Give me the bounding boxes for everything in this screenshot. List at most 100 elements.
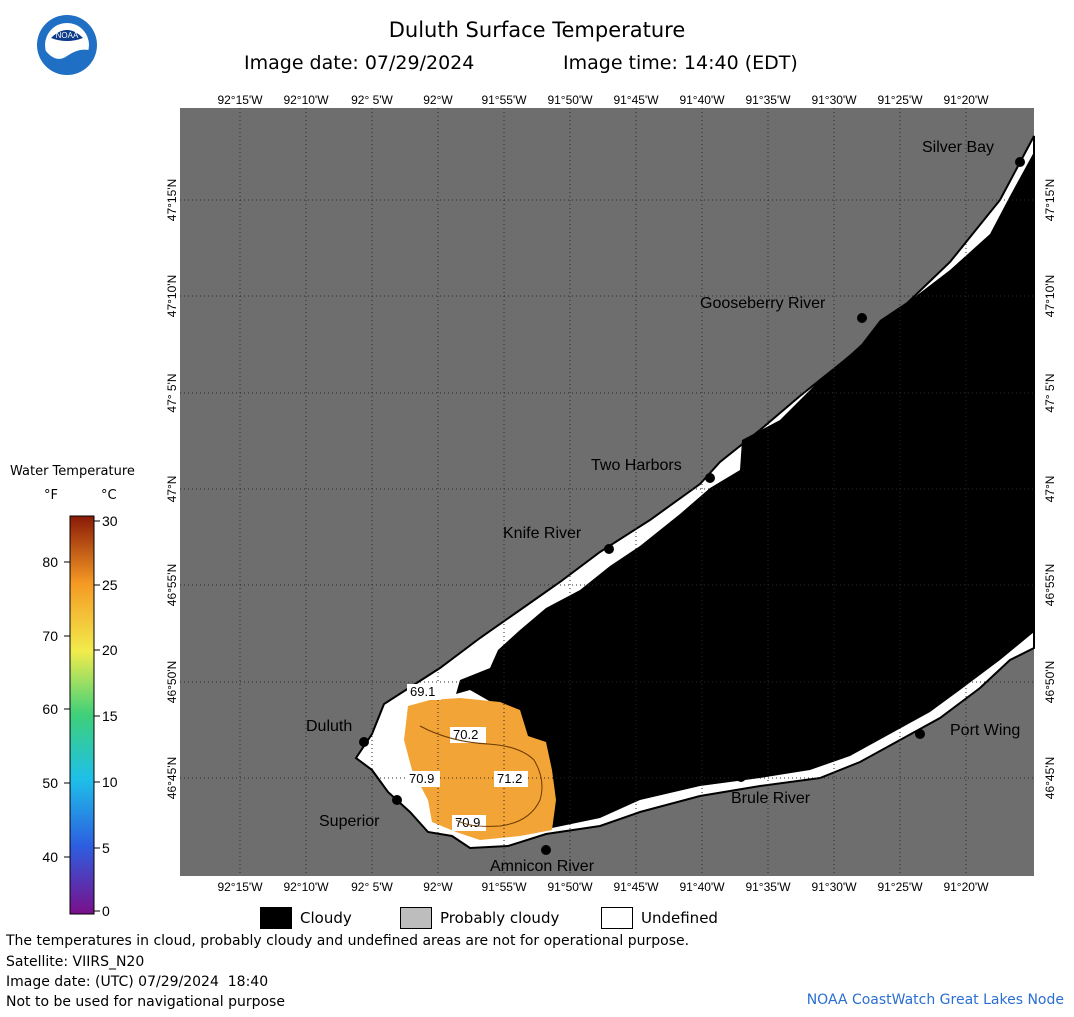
legend-title: Water Temperature: [10, 464, 135, 479]
gooseberry-river-marker: [857, 313, 867, 323]
legend-cloudy-label: Cloudy: [300, 909, 352, 927]
cloudy-area: [456, 152, 1034, 828]
lon-label-bottom: 91°30'W: [811, 880, 857, 894]
lon-label-top: 92° 5'W: [351, 93, 393, 107]
legend-f-label: 60: [42, 701, 58, 717]
legend-probably-cloudy-label: Probably cloudy: [440, 909, 560, 927]
place-duluth: Duluth: [306, 718, 352, 735]
lat-label-right: 47°15'N: [1043, 179, 1057, 221]
legend-probably-cloudy: Probably cloudy: [400, 907, 559, 929]
lat-label-right: 47°N: [1043, 476, 1057, 503]
legend-cloudy: Cloudy: [260, 907, 352, 929]
cloudy-swatch: [260, 907, 292, 929]
lon-label-top: 91°20'W: [943, 93, 989, 107]
temp-label-70-2: 70.2: [453, 727, 478, 742]
lon-label-top: 91°35'W: [745, 93, 791, 107]
lon-label-bottom: 92°W: [423, 880, 453, 894]
duluth-marker: [359, 737, 369, 747]
superior-marker: [392, 795, 402, 805]
lat-label-left: 46°50'N: [165, 661, 179, 703]
logo-text: NOAA: [56, 31, 79, 40]
lat-label-left: 47°15'N: [165, 179, 179, 221]
two-harbors-marker: [705, 473, 715, 483]
footer-satellite: Satellite: VIIRS_N20: [6, 954, 145, 970]
lon-label-bottom: 91°55'W: [481, 880, 527, 894]
legend-unit-f: °F: [44, 488, 58, 503]
isotherm-line: [419, 725, 543, 827]
lon-label-top: 91°50'W: [547, 93, 593, 107]
map-grid: [180, 108, 1034, 876]
lon-label-top: 91°40'W: [679, 93, 725, 107]
lat-label-left: 46°45'N: [165, 757, 179, 799]
temperature-color-bar: [69, 515, 95, 915]
latitude-labels-left: 47°15'N 47°10'N 47° 5'N 47°N 46°55'N 46°50'N 4…: [165, 179, 179, 799]
footer-note: The temperatures in cloud, probably clou…: [6, 933, 690, 949]
noaa-logo-icon: NOAA: [37, 15, 97, 75]
footer-utc-date: Image date: (UTC) 07/29/2024 18:40: [6, 974, 269, 990]
lat-label-left: 46°55'N: [165, 564, 179, 606]
lat-label-right: 47°10'N: [1043, 275, 1057, 317]
temp-label-70-9-west: 70.9: [409, 771, 434, 786]
footer-nav-warning: Not to be used for navigational purpose: [6, 994, 285, 1010]
lon-label-top: 91°30'W: [811, 93, 857, 107]
legend-c-label: 30: [102, 513, 118, 529]
place-gooseberry-river: Gooseberry River: [700, 295, 826, 312]
map-title: Duluth Surface Temperature: [388, 18, 686, 42]
lon-label-bottom: 92°15'W: [217, 880, 263, 894]
legend-c-label: 0: [102, 903, 110, 919]
warm-water-area: [404, 698, 556, 840]
lon-label-bottom: 92° 5'W: [351, 880, 393, 894]
latitude-labels-right: 47°15'N 47°10'N 47° 5'N 47°N 46°55'N 46°50'N 4…: [1043, 179, 1057, 799]
lon-label-top: 91°45'W: [613, 93, 659, 107]
legend-c-label: 20: [102, 642, 118, 658]
undefined-swatch: [601, 907, 633, 929]
legend-undefined-label: Undefined: [641, 909, 718, 927]
legend-unit-c: °C: [101, 488, 117, 503]
place-knife-river: Knife River: [503, 525, 582, 542]
place-two-harbors: Two Harbors: [591, 457, 682, 474]
lon-label-top: 92°15'W: [217, 93, 263, 107]
lat-label-left: 47°10'N: [165, 275, 179, 317]
place-silver-bay: Silver Bay: [922, 139, 994, 156]
temp-label-71-2: 71.2: [497, 771, 522, 786]
legend-f-label: 40: [42, 849, 58, 865]
lon-label-bottom: 91°25'W: [877, 880, 923, 894]
legend-c-label: 10: [102, 774, 118, 790]
place-port-wing: Port Wing: [950, 722, 1020, 739]
lon-label-bottom: 91°35'W: [745, 880, 791, 894]
longitude-labels-top: 92°15'W 92°10'W 92° 5'W 92°W 91°55'W 91°50'W 9…: [217, 93, 989, 107]
lon-label-bottom: 92°10'W: [283, 880, 329, 894]
lon-label-bottom: 91°45'W: [613, 880, 659, 894]
credit-link[interactable]: NOAA CoastWatch Great Lakes Node: [806, 992, 1064, 1008]
lon-label-bottom: 91°40'W: [679, 880, 725, 894]
lat-label-left: 47°N: [165, 476, 179, 503]
lon-label-top: 92°W: [423, 93, 453, 107]
image-time: Image time: 14:40 (EDT): [563, 52, 798, 74]
place-superior: Superior: [319, 813, 380, 830]
legend-c-label: 25: [102, 577, 118, 593]
port-wing-marker: [915, 729, 925, 739]
brule-river-marker: [736, 772, 746, 782]
lon-label-bottom: 91°50'W: [547, 880, 593, 894]
probably-cloudy-swatch: [400, 907, 432, 929]
lon-label-bottom: 91°20'W: [943, 880, 989, 894]
lat-label-left: 47° 5'N: [165, 373, 179, 412]
legend-undefined: Undefined: [601, 907, 718, 929]
knife-river-marker: [604, 544, 614, 554]
place-brule-river: Brule River: [731, 790, 811, 807]
lon-label-top: 91°25'W: [877, 93, 923, 107]
temp-label-69-1: 69.1: [410, 684, 435, 699]
lon-label-top: 92°10'W: [283, 93, 329, 107]
amnicon-river-marker: [541, 845, 551, 855]
legend-f-label: 70: [42, 628, 58, 644]
legend-f-label: 50: [42, 775, 58, 791]
lon-label-top: 91°55'W: [481, 93, 527, 107]
lat-label-right: 46°55'N: [1043, 564, 1057, 606]
place-amnicon-river: Amnicon River: [490, 858, 595, 875]
silver-bay-marker: [1015, 157, 1025, 167]
lat-label-right: 46°45'N: [1043, 757, 1057, 799]
legend-f-label: 80: [42, 554, 58, 570]
legend-c-label: 15: [102, 708, 118, 724]
